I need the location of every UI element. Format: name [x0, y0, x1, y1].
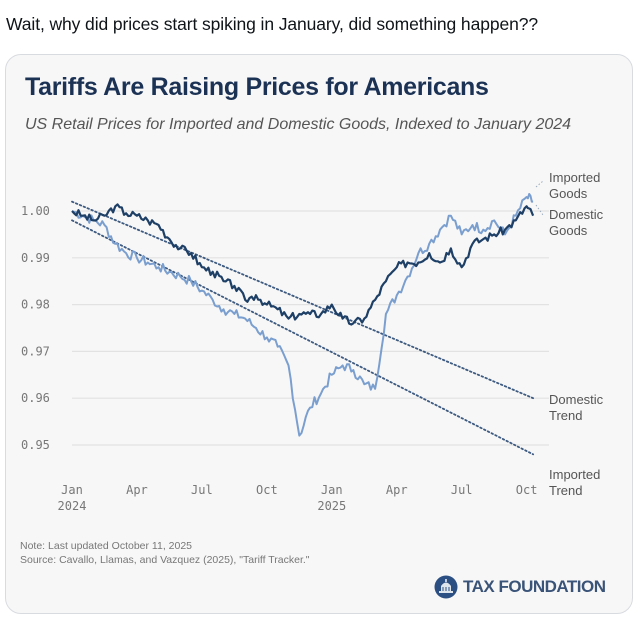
- y-tick-label: 1.00: [21, 204, 50, 218]
- label-line: Goods: [549, 186, 588, 201]
- gridlines: [72, 210, 549, 446]
- y-tick-label: 0.98: [21, 298, 50, 312]
- x-tick-label: Jan: [61, 483, 83, 497]
- label-line: Imported: [549, 467, 600, 482]
- imported-trend-line: [71, 219, 535, 456]
- domestic-goods-line: [71, 203, 535, 326]
- source-text: Source: Cavallo, Llamas, and Vazquez (20…: [20, 554, 310, 566]
- trend-lines: [71, 200, 535, 456]
- line-chart: 1.00 0.99 0.98 0.97 0.96 0.95 Jan 2024 Apr Jul Oc…: [21, 170, 604, 513]
- brand-name: TAX FOUNDATION: [463, 577, 606, 596]
- x-axis-labels: Jan 2024 Apr Jul Oct Jan 2025 Apr Jul Oct: [58, 483, 538, 513]
- y-axis-labels: 1.00 0.99 0.98 0.97 0.96 0.95: [21, 204, 50, 452]
- x-tick-label: Jul: [451, 483, 473, 497]
- imported-goods-label: Imported Goods: [549, 170, 600, 201]
- label-line: Imported: [549, 170, 600, 185]
- label-line: Goods: [549, 223, 588, 238]
- chart-subtitle: US Retail Prices for Imported and Domest…: [25, 116, 572, 133]
- x-tick-label: Apr: [386, 483, 408, 497]
- label-line: Domestic: [549, 207, 604, 222]
- domestic-trend-line: [71, 200, 535, 400]
- capitol-dome-logo-icon: [434, 575, 458, 599]
- x-tick-label: Jan: [321, 483, 343, 497]
- label-line: Trend: [549, 483, 582, 498]
- chart-card[interactable]: Tariffs Are Raising Prices for Americans…: [5, 54, 633, 614]
- x-tick-year-label: 2025: [317, 499, 346, 513]
- x-tick-label: Jul: [191, 483, 213, 497]
- post-text: Wait, why did prices start spiking in Ja…: [6, 14, 538, 34]
- imported-trend-label: Imported Trend: [549, 467, 600, 498]
- y-tick-label: 0.99: [21, 251, 50, 265]
- x-tick-year-label: 2024: [58, 499, 87, 513]
- label-line: Trend: [549, 408, 582, 423]
- label-line: Domestic: [549, 392, 604, 407]
- tax-foundation-brand[interactable]: TAX FOUNDATION: [434, 575, 606, 599]
- x-tick-label: Apr: [126, 483, 148, 497]
- note-text: Note: Last updated October 11, 2025: [20, 540, 193, 552]
- label-leader-line: [535, 204, 544, 216]
- y-tick-label: 0.96: [21, 391, 50, 405]
- y-tick-label: 0.95: [21, 438, 50, 452]
- series-lines: [71, 193, 535, 437]
- label-leader-line: [535, 180, 544, 188]
- domestic-goods-label: Domestic Goods: [549, 207, 604, 238]
- y-tick-label: 0.97: [21, 344, 50, 358]
- chart-title: Tariffs Are Raising Prices for Americans: [25, 73, 489, 101]
- imported-goods-line: [71, 193, 534, 437]
- x-tick-label: Oct: [516, 483, 538, 497]
- domestic-trend-label: Domestic Trend: [549, 392, 604, 423]
- chart-footnote: Note: Last updated October 11, 2025 Sour…: [20, 539, 310, 567]
- x-tick-label: Oct: [256, 483, 278, 497]
